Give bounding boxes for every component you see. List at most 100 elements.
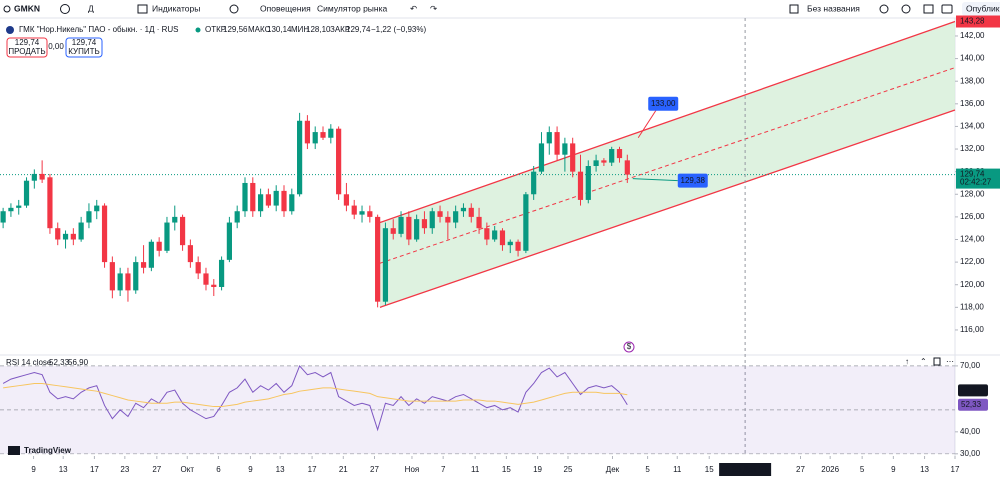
chart: 116,00 118,00 120,00 122,00 124,00 126,00 128,…: [0, 15, 1000, 476]
layout-name[interactable]: Без названия: [807, 3, 860, 13]
candle-body: [125, 273, 131, 291]
x-tick-label: 5: [860, 465, 865, 474]
open: 129,56: [223, 25, 248, 34]
x-tick-label: 17: [951, 465, 960, 474]
y-tick-label: 116,00: [960, 325, 984, 334]
search-icon[interactable]: [3, 5, 11, 13]
layout-icon[interactable]: [229, 4, 239, 14]
rsi-line: [2, 364, 628, 432]
add-symbol[interactable]: [60, 4, 70, 14]
candle-body: [8, 207, 14, 212]
x-tick-label: 5: [645, 465, 650, 474]
y-tick-label: 132,00: [960, 144, 985, 153]
dividend-icon[interactable]: [623, 341, 635, 353]
candle-body: [297, 120, 303, 195]
candle-body: [398, 216, 404, 234]
y-tick-label: 136,00: [960, 99, 985, 108]
candle-body: [39, 173, 45, 180]
redo[interactable]: ↷: [430, 3, 438, 13]
indicators[interactable]: Индикаторы: [152, 3, 200, 13]
rsi-y-tick-label: 70,00: [960, 361, 981, 370]
pane-more[interactable]: ⋯: [946, 357, 954, 366]
channel-top: [379, 20, 956, 224]
sell-price[interactable]: 129,74: [15, 38, 40, 47]
crosshair-label-box: [719, 463, 772, 476]
rsi-axis-label: 58,87: [961, 385, 982, 394]
candle-body: [336, 128, 342, 195]
x-tick-label: 11: [471, 465, 480, 474]
candle-body: [304, 120, 311, 144]
legend-title: ГМК "Нор.Никель" ПАО - обыкн. · 1Д · RUS: [19, 25, 179, 34]
candle-body: [101, 205, 108, 263]
publish[interactable]: Опубликовать: [966, 3, 1000, 13]
low: 128,10: [306, 25, 331, 34]
y-tick-label: 134,00: [960, 122, 985, 131]
callout-label: 133,00: [651, 99, 676, 108]
x-tick-label: 17: [308, 465, 317, 474]
candle-body: [609, 149, 615, 163]
candle-body: [460, 207, 467, 212]
alerts[interactable]: Оповещения: [260, 3, 311, 13]
y-tick-label: 118,00: [960, 302, 984, 311]
quick-search[interactable]: [879, 4, 889, 14]
candle-body: [453, 211, 459, 223]
buy-label[interactable]: КУПИТЬ: [68, 47, 99, 56]
undo[interactable]: ↶: [410, 3, 418, 13]
candle-body: [250, 182, 256, 212]
interval[interactable]: Д: [88, 3, 94, 13]
candle-body: [382, 228, 389, 302]
candle-body: [375, 216, 381, 302]
candle-body: [234, 211, 240, 223]
replay[interactable]: Симулятор рынка: [317, 3, 388, 13]
pane-collapse[interactable]: ⌃: [920, 357, 927, 366]
candle-body: [585, 166, 591, 200]
candle-body: [390, 228, 396, 234]
candle-body: [616, 149, 623, 159]
pane-up[interactable]: ↑: [905, 357, 909, 366]
candle-body: [47, 177, 53, 229]
snapshot[interactable]: [941, 4, 953, 14]
publish-button[interactable]: [962, 2, 1000, 16]
toolbar: [0, 0, 1000, 18]
pane-delete[interactable]: [933, 357, 941, 366]
x-tick-label: 15: [502, 465, 511, 474]
candle-body: [172, 216, 178, 223]
candle-body: [179, 216, 186, 246]
symbol[interactable]: GMKN: [14, 3, 40, 13]
sell-label[interactable]: ПРОДАТЬ: [8, 47, 45, 56]
x-tick-label: 2026: [821, 465, 839, 474]
candle-body: [320, 132, 326, 138]
low-label: МИН: [291, 25, 309, 34]
candle-body: [523, 194, 529, 251]
spread: 0,00: [48, 42, 64, 51]
candle-body: [140, 262, 147, 268]
candle-body: [187, 245, 193, 263]
candle-body: [94, 205, 100, 212]
x-tick-label: Дек: [606, 465, 620, 474]
candle-body: [328, 128, 334, 138]
settings[interactable]: [901, 4, 911, 14]
candle-body: [31, 173, 37, 181]
candle-body: [265, 194, 271, 206]
candle-body: [515, 241, 521, 251]
x-tick-label: 15: [705, 465, 714, 474]
callout-label: 129,38: [681, 176, 706, 185]
candle-body: [289, 194, 295, 212]
fullscreen[interactable]: [923, 4, 934, 14]
buy-button[interactable]: [65, 37, 103, 58]
rsi-axis-box: [958, 384, 988, 397]
x-tick-label: Ноя: [405, 465, 420, 474]
candle-body: [281, 190, 287, 212]
candle-body: [226, 222, 232, 260]
x-tick-label: 19: [533, 465, 542, 474]
buy-price[interactable]: 129,74: [72, 38, 97, 47]
x-tick-label: 25: [564, 465, 573, 474]
y-tick-label: 120,00: [960, 280, 985, 289]
close-label: ЗАКР: [330, 25, 350, 34]
candle-body: [109, 262, 115, 291]
sell-button[interactable]: [6, 37, 48, 58]
indicators-icon: [137, 4, 148, 14]
candle-body: [538, 143, 545, 172]
candle-body: [577, 171, 584, 200]
